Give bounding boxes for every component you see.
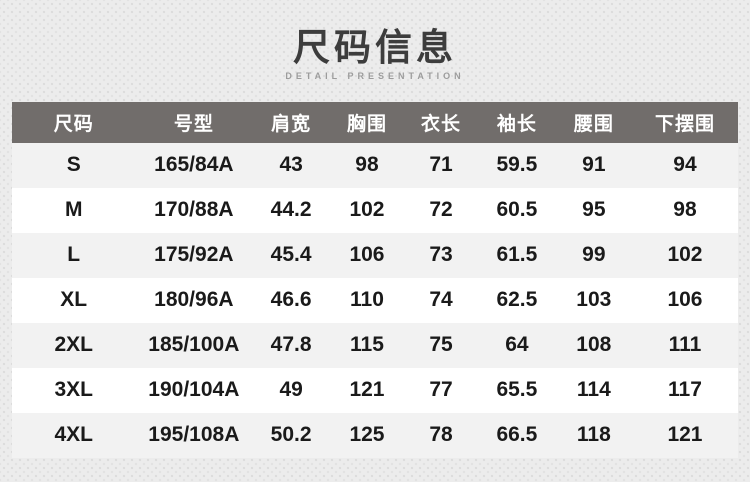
measure-cell: 75	[404, 322, 479, 368]
measure-cell: 98	[329, 142, 404, 188]
measure-cell: 102	[631, 232, 738, 278]
table-row: M 170/88A 44.2 102 72 60.5 95 98	[12, 187, 738, 233]
measure-cell: 170/88A	[135, 187, 253, 233]
measure-cell: 95	[555, 187, 632, 233]
page-subtitle: DETAIL PRESENTATION	[285, 70, 465, 81]
measure-cell: 108	[555, 322, 632, 368]
measure-cell: 50.2	[252, 412, 330, 458]
column-header: 下摆围	[631, 101, 738, 143]
measure-cell: 77	[404, 367, 479, 413]
measure-cell: 74	[404, 277, 479, 323]
measure-cell: 121	[329, 367, 404, 413]
table-row: 4XL 195/108A 50.2 125 78 66.5 118 121	[12, 412, 738, 458]
size-cell: XL	[12, 277, 136, 323]
measure-cell: 117	[631, 367, 738, 413]
table-row: L 175/92A 45.4 106 73 61.5 99 102	[12, 232, 738, 278]
page-title: 尺码信息	[293, 27, 457, 68]
size-cell: S	[12, 142, 136, 188]
measure-cell: 103	[555, 277, 632, 323]
measure-cell: 94	[631, 142, 738, 188]
measure-cell: 65.5	[478, 367, 556, 413]
size-table: 尺码 号型 肩宽 胸围 衣长 袖长 腰围 下摆围 S 165/84A 43 98 71 59.5 91 94…	[12, 101, 738, 458]
size-table-wrap: 尺码 号型 肩宽 胸围 衣长 袖长 腰围 下摆围 S 165/84A 43 98 71 59.5 91 94…	[0, 101, 750, 458]
column-header: 肩宽	[252, 101, 330, 143]
measure-cell: 114	[555, 367, 632, 413]
measure-cell: 47.8	[252, 322, 330, 368]
measure-cell: 125	[329, 412, 404, 458]
measure-cell: 45.4	[252, 232, 330, 278]
measure-cell: 43	[252, 142, 330, 188]
measure-cell: 78	[404, 412, 479, 458]
measure-cell: 64	[478, 322, 556, 368]
measure-cell: 99	[555, 232, 632, 278]
measure-cell: 195/108A	[135, 412, 253, 458]
size-cell: 4XL	[12, 412, 136, 458]
measure-cell: 61.5	[478, 232, 556, 278]
measure-cell: 59.5	[478, 142, 556, 188]
title-block: 尺码信息 DETAIL PRESENTATION	[0, 0, 750, 81]
measure-cell: 185/100A	[135, 322, 253, 368]
column-header: 腰围	[555, 101, 632, 143]
measure-cell: 60.5	[478, 187, 556, 233]
size-cell: L	[12, 232, 136, 278]
table-row: 2XL 185/100A 47.8 115 75 64 108 111	[12, 322, 738, 368]
size-table-body: S 165/84A 43 98 71 59.5 91 94 M 170/88A 44.2 102 72 6…	[12, 142, 738, 458]
measure-cell: 49	[252, 367, 330, 413]
column-header: 胸围	[329, 101, 404, 143]
size-table-header-row: 尺码 号型 肩宽 胸围 衣长 袖长 腰围 下摆围	[12, 101, 738, 143]
table-row: 3XL 190/104A 49 121 77 65.5 114 117	[12, 367, 738, 413]
measure-cell: 44.2	[252, 187, 330, 233]
measure-cell: 66.5	[478, 412, 556, 458]
measure-cell: 102	[329, 187, 404, 233]
column-header: 袖长	[478, 101, 556, 143]
measure-cell: 106	[329, 232, 404, 278]
measure-cell: 121	[631, 412, 738, 458]
size-cell: M	[12, 187, 136, 233]
size-cell: 3XL	[12, 367, 136, 413]
measure-cell: 180/96A	[135, 277, 253, 323]
column-header: 号型	[135, 101, 253, 143]
measure-cell: 98	[631, 187, 738, 233]
measure-cell: 91	[555, 142, 632, 188]
measure-cell: 111	[631, 322, 738, 368]
measure-cell: 62.5	[478, 277, 556, 323]
measure-cell: 165/84A	[135, 142, 253, 188]
size-cell: 2XL	[12, 322, 136, 368]
measure-cell: 72	[404, 187, 479, 233]
measure-cell: 175/92A	[135, 232, 253, 278]
measure-cell: 71	[404, 142, 479, 188]
table-row: XL 180/96A 46.6 110 74 62.5 103 106	[12, 277, 738, 323]
measure-cell: 73	[404, 232, 479, 278]
table-row: S 165/84A 43 98 71 59.5 91 94	[12, 142, 738, 188]
measure-cell: 115	[329, 322, 404, 368]
column-header: 尺码	[12, 101, 136, 143]
column-header: 衣长	[404, 101, 479, 143]
size-table-head: 尺码 号型 肩宽 胸围 衣长 袖长 腰围 下摆围	[12, 101, 738, 143]
measure-cell: 110	[329, 277, 404, 323]
measure-cell: 190/104A	[135, 367, 253, 413]
measure-cell: 118	[555, 412, 632, 458]
measure-cell: 46.6	[252, 277, 330, 323]
measure-cell: 106	[631, 277, 738, 323]
